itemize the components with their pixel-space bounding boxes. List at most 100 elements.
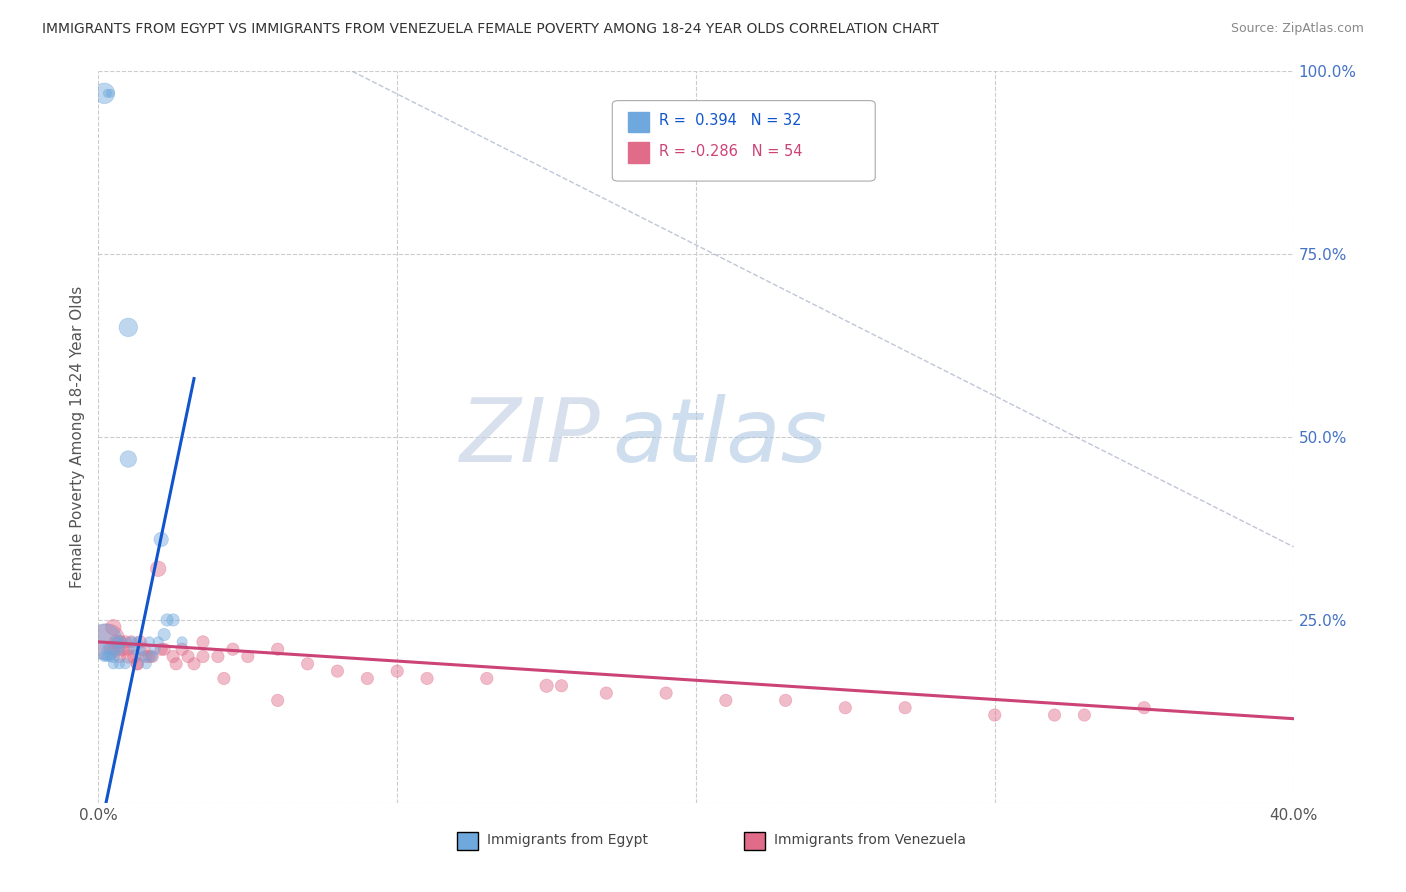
Point: [127, 657, 149, 671]
FancyBboxPatch shape: [613, 101, 876, 181]
Point: [162, 613, 184, 627]
Point: [96, 642, 118, 657]
Point: [129, 635, 152, 649]
Point: [267, 693, 290, 707]
Point: [356, 672, 378, 686]
Point: [207, 649, 229, 664]
Point: [385, 664, 409, 678]
Point: [183, 657, 205, 671]
Y-axis label: Female Poverty Among 18-24 Year Olds: Female Poverty Among 18-24 Year Olds: [69, 286, 84, 588]
Point: [108, 657, 131, 671]
Point: [93, 635, 115, 649]
Point: [96, 649, 118, 664]
FancyBboxPatch shape: [457, 832, 478, 850]
Point: [236, 649, 259, 664]
Point: [117, 452, 139, 467]
Point: [1073, 708, 1095, 723]
Point: [138, 635, 160, 649]
Point: [191, 635, 214, 649]
Point: [93, 649, 115, 664]
Point: [416, 672, 439, 686]
Point: [475, 672, 498, 686]
Point: [550, 679, 572, 693]
Point: [114, 657, 136, 671]
Point: [111, 642, 134, 657]
Point: [297, 657, 319, 671]
Text: Source: ZipAtlas.com: Source: ZipAtlas.com: [1230, 22, 1364, 36]
Point: [834, 700, 856, 714]
Point: [165, 657, 187, 671]
Point: [222, 642, 245, 657]
Point: [135, 657, 157, 671]
Point: [108, 635, 131, 649]
FancyBboxPatch shape: [628, 112, 650, 132]
Point: [1043, 708, 1066, 723]
Point: [655, 686, 678, 700]
Point: [103, 620, 125, 634]
Point: [153, 627, 176, 641]
Point: [129, 642, 152, 657]
Point: [108, 642, 131, 657]
Point: [98, 87, 122, 101]
Point: [96, 87, 118, 101]
Point: [162, 649, 184, 664]
Point: [156, 613, 179, 627]
Point: [775, 693, 797, 707]
Text: Immigrants from Venezuela: Immigrants from Venezuela: [773, 833, 966, 847]
Text: IMMIGRANTS FROM EGYPT VS IMMIGRANTS FROM VENEZUELA FEMALE POVERTY AMONG 18-24 YE: IMMIGRANTS FROM EGYPT VS IMMIGRANTS FROM…: [42, 22, 939, 37]
Point: [117, 320, 139, 334]
Point: [98, 649, 122, 664]
Point: [105, 635, 128, 649]
Point: [98, 642, 122, 657]
Point: [127, 635, 149, 649]
Text: Immigrants from Egypt: Immigrants from Egypt: [486, 833, 648, 847]
Text: R = -0.286   N = 54: R = -0.286 N = 54: [659, 144, 803, 159]
Point: [536, 679, 558, 693]
Text: R =  0.394   N = 32: R = 0.394 N = 32: [659, 113, 801, 128]
Point: [595, 686, 617, 700]
Point: [148, 562, 170, 576]
Text: atlas: atlas: [613, 394, 827, 480]
Point: [117, 649, 139, 664]
Point: [153, 642, 176, 657]
Point: [326, 664, 349, 678]
Point: [120, 635, 142, 649]
Point: [105, 635, 128, 649]
FancyBboxPatch shape: [744, 832, 765, 850]
Point: [132, 649, 155, 664]
Point: [124, 649, 146, 664]
Point: [172, 642, 194, 657]
Point: [103, 649, 125, 664]
Point: [143, 642, 166, 657]
Point: [114, 635, 136, 649]
Point: [267, 642, 290, 657]
Point: [1133, 700, 1156, 714]
Point: [124, 642, 146, 657]
Point: [172, 635, 194, 649]
Point: [103, 657, 125, 671]
Point: [120, 635, 142, 649]
Point: [127, 657, 149, 671]
Point: [135, 649, 157, 664]
Point: [132, 642, 155, 657]
Point: [177, 649, 200, 664]
Point: [103, 642, 125, 657]
Point: [141, 649, 163, 664]
Point: [148, 635, 170, 649]
Point: [714, 693, 737, 707]
Text: ZIP: ZIP: [460, 394, 600, 480]
Point: [212, 672, 235, 686]
Point: [984, 708, 1007, 723]
Point: [150, 533, 173, 547]
Point: [93, 87, 115, 101]
Point: [117, 642, 139, 657]
Point: [191, 649, 214, 664]
Point: [108, 649, 131, 664]
Point: [150, 642, 173, 657]
Point: [141, 649, 163, 664]
Point: [894, 700, 917, 714]
Point: [96, 635, 118, 649]
Point: [138, 649, 160, 664]
FancyBboxPatch shape: [628, 143, 650, 163]
Point: [111, 635, 134, 649]
